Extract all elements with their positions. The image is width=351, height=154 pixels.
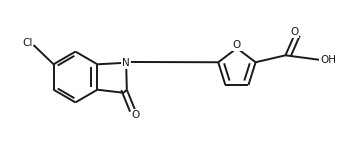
Text: O: O: [233, 40, 241, 50]
Text: O: O: [290, 27, 298, 37]
Text: O: O: [132, 110, 140, 120]
Text: OH: OH: [320, 55, 336, 65]
Text: N: N: [122, 58, 130, 68]
Text: Cl: Cl: [22, 38, 32, 48]
